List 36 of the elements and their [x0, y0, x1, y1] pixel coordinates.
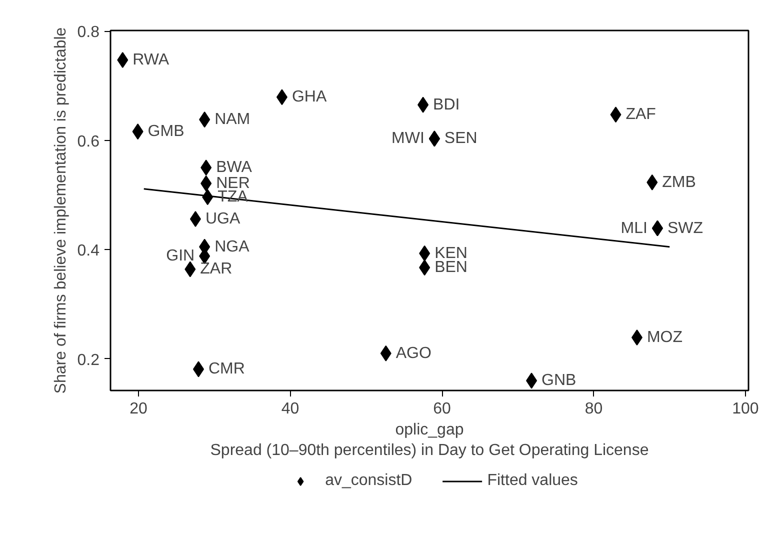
annotation: MLI — [620, 220, 648, 237]
x-tick-label: 80 — [584, 400, 603, 418]
annotation: NGA — [214, 238, 250, 256]
annotation: RWA — [132, 52, 170, 68]
annotation: GHA — [292, 88, 327, 106]
annotation: ZAF — [626, 106, 656, 124]
annotation: KEN — [434, 244, 468, 262]
x-tick-label: 100 — [732, 400, 759, 418]
annotation: BWA — [216, 159, 252, 176]
annotation: MOZ — [646, 329, 683, 346]
annotation: SEN — [444, 130, 478, 148]
annotation: UGA — [205, 210, 240, 228]
annotation: GNB — [542, 372, 576, 390]
annotation: GIN — [166, 248, 195, 265]
legend-label: av_consistD — [325, 472, 412, 490]
y-tick-label: 0.8 — [77, 24, 100, 42]
annotation: ZMB — [662, 174, 696, 191]
x-tick-label: 40 — [281, 400, 300, 418]
y-tick-label: 0.2 — [77, 352, 100, 369]
annotation: BDI — [433, 96, 460, 114]
annotation: NAM — [214, 111, 250, 128]
annotation: GMB — [148, 123, 184, 140]
y-tick-label: 0.4 — [77, 242, 100, 260]
legend-label: Fitted values — [487, 472, 578, 490]
annotation: SWZ — [667, 220, 704, 237]
annotation: ZAR — [200, 260, 232, 278]
annotation: BEN — [434, 259, 468, 276]
x-tick-label: 60 — [433, 400, 452, 418]
annotation: NER — [216, 174, 250, 192]
x-tick-label: 20 — [130, 400, 148, 418]
annotation: AGO — [396, 344, 432, 362]
annotation: CMR — [208, 360, 245, 378]
annotation: MWI — [392, 130, 424, 148]
x-axis-title: oplic_gap Spread (10–90th percentiles) in Day to Get Operating License — [210, 422, 649, 459]
y-tick-label: 0.6 — [77, 133, 100, 150]
y-axis-title: Share of firms believe implementation is predictable — [52, 27, 70, 394]
